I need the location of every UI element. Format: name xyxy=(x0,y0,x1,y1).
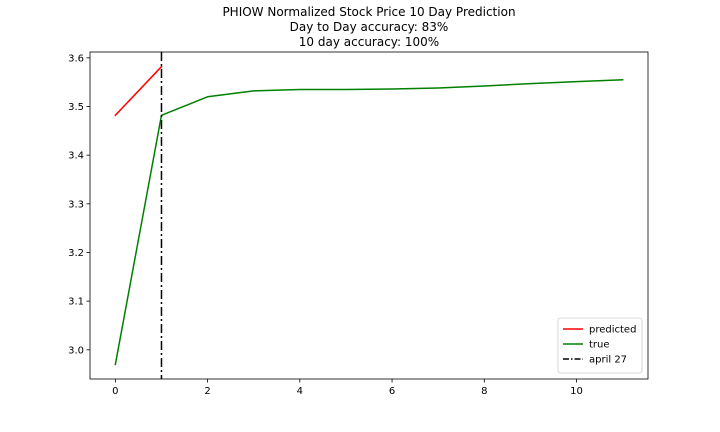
chart-title-line-2: Day to Day accuracy: 83% xyxy=(290,20,449,34)
legend: predicted true april 27 xyxy=(557,317,643,374)
series-line-predicted xyxy=(114,65,163,117)
legend-label-true: true xyxy=(589,340,610,351)
y-tick-label: 3.0 xyxy=(68,345,84,356)
y-tick-label: 3.2 xyxy=(68,248,84,259)
y-tick-label: 3.3 xyxy=(68,199,84,210)
x-tick-label: 6 xyxy=(389,386,395,397)
plot-area-frame xyxy=(89,51,649,380)
y-tick-label: 3.4 xyxy=(68,151,84,162)
chart-title-line-1: PHIOW Normalized Stock Price 10 Day Pred… xyxy=(222,5,515,19)
y-tick-label: 3.6 xyxy=(68,53,84,64)
x-tick-label: 0 xyxy=(112,386,118,397)
x-tick-label: 10 xyxy=(570,386,583,397)
series-line-true xyxy=(114,78,624,366)
legend-label-april-27: april 27 xyxy=(589,355,627,366)
x-tick-label: 8 xyxy=(481,386,487,397)
y-tick-label: 3.5 xyxy=(68,102,84,113)
chart-title-line-3: 10 day accuracy: 100% xyxy=(299,35,439,49)
legend-label-predicted: predicted xyxy=(589,325,636,336)
x-tick-label: 4 xyxy=(297,386,303,397)
x-tick-label: 2 xyxy=(204,386,210,397)
chart-title: PHIOW Normalized Stock Price 10 Day Pred… xyxy=(222,5,515,49)
y-tick-label: 3.1 xyxy=(68,297,84,308)
